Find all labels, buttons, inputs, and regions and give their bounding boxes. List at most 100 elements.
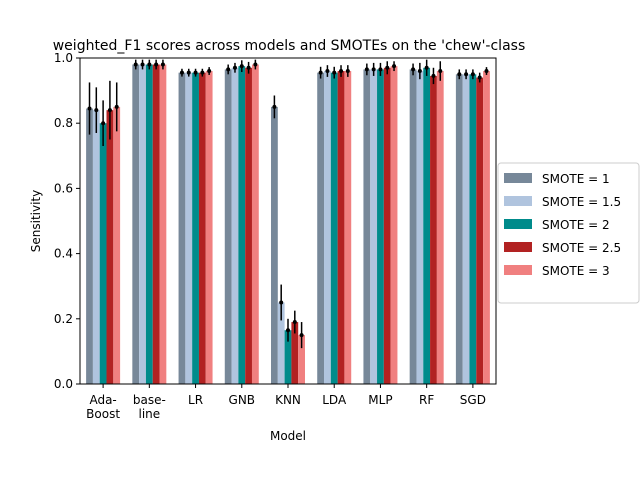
bar	[251, 64, 259, 385]
x-axis-label: Model	[270, 429, 306, 443]
bar	[277, 302, 285, 384]
bar	[462, 74, 470, 385]
error-bar-point	[378, 67, 383, 72]
bar	[192, 72, 199, 385]
error-bar-point	[179, 70, 184, 75]
error-bar-point	[246, 65, 251, 70]
bar	[370, 69, 378, 384]
bar	[430, 75, 437, 385]
error-bar-point	[272, 104, 277, 109]
error-bar-point	[101, 121, 106, 126]
error-bar-point	[154, 62, 159, 67]
legend-swatch	[504, 219, 532, 229]
bar	[224, 69, 232, 384]
x-tick-label: KNN	[275, 393, 301, 407]
bar	[416, 71, 424, 384]
legend-label: SMOTE = 1.5	[542, 195, 621, 209]
bar	[113, 106, 121, 385]
error-bar-point	[411, 67, 416, 72]
error-bar-point	[207, 69, 212, 74]
bar	[455, 74, 463, 385]
x-tick-label: LDA	[322, 393, 347, 407]
error-bar-point	[147, 62, 152, 67]
error-bar-point	[318, 70, 323, 75]
error-bar-point	[424, 65, 429, 70]
y-tick-label: 1.0	[54, 51, 73, 65]
bar	[344, 71, 352, 384]
y-tick-label: 0.6	[54, 181, 73, 195]
error-bar-point	[193, 70, 198, 75]
bar	[298, 335, 305, 384]
error-bar-point	[114, 104, 119, 109]
error-bar-point	[87, 106, 92, 111]
bar	[139, 64, 146, 385]
bar	[317, 72, 325, 385]
bar	[409, 69, 417, 384]
error-bar-point	[484, 69, 489, 74]
bar	[383, 67, 391, 384]
bar	[436, 71, 444, 384]
bar	[238, 66, 246, 385]
bar	[483, 71, 490, 384]
error-bar-point	[232, 65, 237, 70]
bar	[159, 64, 167, 385]
bar	[198, 72, 206, 385]
x-tick-label: LR	[188, 393, 203, 407]
error-bar-point	[345, 69, 350, 74]
error-bar-point	[417, 69, 422, 74]
error-bar-point	[332, 70, 337, 75]
bar	[145, 64, 153, 385]
legend-swatch	[504, 242, 532, 252]
legend-label: SMOTE = 2	[542, 218, 610, 232]
y-tick-label: 0.8	[54, 116, 73, 130]
bar	[231, 67, 239, 384]
x-tick-label: Ada-Boost	[86, 393, 120, 421]
error-bar-point	[226, 67, 231, 72]
bar	[363, 69, 371, 384]
bar	[469, 74, 477, 385]
bar	[185, 72, 193, 385]
legend-label: SMOTE = 2.5	[542, 241, 621, 255]
error-bar-point	[186, 70, 191, 75]
y-axis-label: Sensitivity	[29, 190, 43, 252]
legend-label: SMOTE = 1	[542, 172, 610, 186]
error-bar-point	[364, 67, 369, 72]
bar	[245, 67, 252, 384]
error-bar-point	[286, 328, 290, 333]
error-bar-point	[339, 69, 344, 74]
bar	[86, 108, 93, 384]
y-tick-label: 0.4	[54, 247, 73, 261]
bar	[423, 67, 431, 384]
legend-swatch	[504, 173, 532, 183]
error-bar-point	[253, 62, 258, 67]
error-bar-point	[431, 73, 436, 78]
bar	[330, 72, 338, 385]
bar	[476, 77, 484, 384]
bar	[271, 106, 278, 385]
error-bar-point	[457, 72, 462, 77]
legend: SMOTE = 1 SMOTE = 1.5 SMOTE = 2 SMOTE = 2.5…	[497, 162, 640, 304]
y-tick-label: 0.2	[54, 312, 73, 326]
bar	[178, 72, 186, 385]
error-bar-point	[371, 67, 376, 72]
error-bar-point	[392, 64, 397, 69]
error-bar-point	[239, 64, 244, 69]
bar	[284, 330, 292, 384]
error-bar-point	[107, 108, 112, 113]
bar	[92, 110, 100, 384]
x-tick-label: SGD	[460, 393, 486, 407]
x-tick-label: MLP	[368, 393, 392, 407]
error-bar-point	[438, 69, 443, 74]
bar	[377, 69, 384, 384]
bar	[337, 71, 345, 384]
y-tick-label: 0.0	[54, 377, 73, 391]
x-tick-label: base-line	[133, 393, 166, 421]
error-bar-point	[325, 69, 330, 74]
error-bar-point	[140, 62, 145, 67]
bar	[205, 71, 213, 384]
x-tick-label: RF	[419, 393, 434, 407]
bar	[291, 322, 299, 384]
error-bar-point	[470, 72, 475, 77]
bar	[390, 66, 398, 385]
